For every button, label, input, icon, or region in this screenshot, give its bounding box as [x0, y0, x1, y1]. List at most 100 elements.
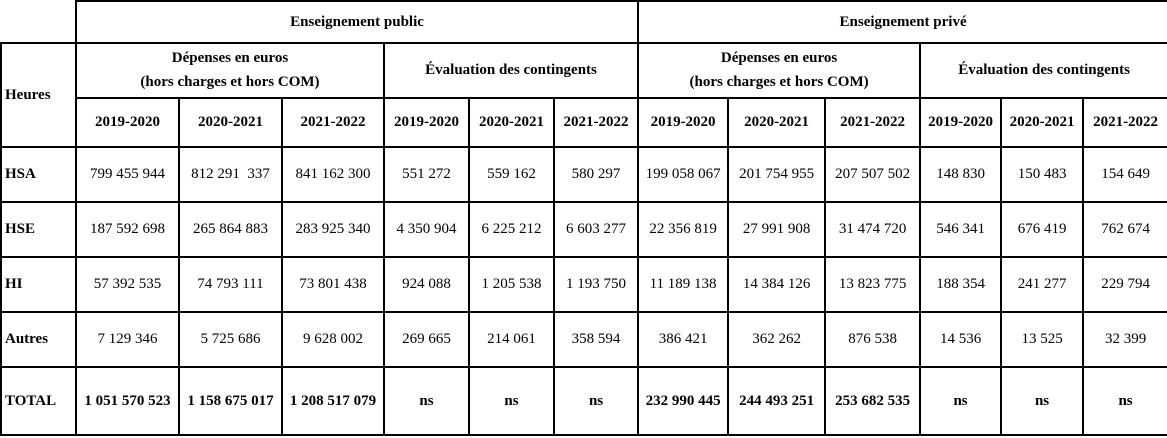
sub-header-depenses-prive: Dépenses en euros (hors charges et hors … [637, 42, 922, 99]
data-cell: 546 341 [919, 201, 1003, 258]
data-cell: 27 991 908 [727, 201, 827, 258]
data-cell: 580 297 [552, 146, 640, 203]
data-cell: 199 058 067 [637, 146, 730, 203]
year-header: 2020-2021 [1000, 97, 1085, 148]
depenses-line2: (hors charges et hors COM) [140, 73, 320, 90]
table-row: HI 57 392 535 74 793 111 73 801 438 924 088 1… [0, 256, 1167, 313]
data-cell: 14 536 [919, 311, 1003, 368]
data-cell: 269 665 [383, 311, 470, 368]
data-cell: 229 794 [1082, 256, 1167, 313]
data-cell: 11 189 138 [637, 256, 730, 313]
year-header: 2019-2020 [383, 97, 470, 148]
table-row: HSE 187 592 698 265 864 883 283 925 340 4 35… [0, 201, 1167, 258]
data-cell: 214 061 [468, 311, 555, 368]
data-cell: 841 162 300 [281, 146, 385, 203]
table-row: TOTAL 1 051 570 523 1 158 675 017 1 208 517… [0, 366, 1167, 436]
data-cell: 232 990 445 [637, 366, 730, 436]
year-header: 2020-2021 [178, 97, 283, 148]
depenses-line1: Dépenses en euros [171, 50, 289, 67]
year-header: 2019-2020 [637, 97, 730, 148]
data-cell: ns [468, 366, 555, 436]
data-cell: 253 682 535 [824, 366, 922, 436]
table-body: HSA 799 455 944 812 291 337 841 162 300 551 … [0, 146, 1167, 436]
year-header: 2021-2022 [824, 97, 922, 148]
data-cell: 1 208 517 079 [281, 366, 385, 436]
row-label: Autres [0, 311, 77, 368]
year-header-row: 2019-2020 2020-2021 2021-2022 2019-2020 … [1, 97, 1167, 148]
data-cell: 13 525 [1000, 311, 1085, 368]
year-header: 2020-2021 [468, 97, 555, 148]
data-cell: 57 392 535 [75, 256, 180, 313]
data-cell: 762 674 [1082, 201, 1167, 258]
data-cell: ns [919, 366, 1003, 436]
data-cell: 358 594 [552, 311, 640, 368]
corner-spacer [1, 1, 76, 43]
data-cell: 1 193 750 [552, 256, 640, 313]
data-cell: 559 162 [468, 146, 555, 203]
data-cell: 265 864 883 [178, 201, 283, 258]
sub-header-evaluation-public: Évaluation des contingents [382, 42, 640, 99]
data-cell: 13 823 775 [824, 256, 922, 313]
data-cell: 1 051 570 523 [75, 366, 180, 436]
data-cell: 244 493 251 [727, 366, 827, 436]
data-cell: ns [1082, 366, 1167, 436]
data-cell: 551 272 [383, 146, 470, 203]
table-row: HSA 799 455 944 812 291 337 841 162 300 551 … [0, 146, 1167, 203]
data-cell: 148 830 [919, 146, 1003, 203]
depenses-line2: (hors charges et hors COM) [689, 73, 869, 90]
data-cell: 812 291 337 [178, 146, 283, 203]
data-cell: 5 725 686 [178, 311, 283, 368]
data-cell: 9 628 002 [281, 311, 385, 368]
data-cell: 362 262 [727, 311, 827, 368]
data-cell: 201 754 955 [727, 146, 827, 203]
data-cell: 188 354 [919, 256, 1003, 313]
data-cell: 14 384 126 [727, 256, 827, 313]
year-header: 2019-2020 [919, 97, 1003, 148]
data-cell: 74 793 111 [178, 256, 283, 313]
data-cell: ns [1000, 366, 1085, 436]
data-cell: 924 088 [383, 256, 470, 313]
data-cell: ns [383, 366, 470, 436]
sub-header-evaluation-prive: Évaluation des contingents [919, 42, 1167, 99]
data-cell: ns [552, 366, 640, 436]
data-cell: 31 474 720 [824, 201, 922, 258]
year-header: 2021-2022 [1082, 97, 1167, 148]
year-header: 2021-2022 [552, 97, 640, 148]
data-cell: 676 419 [1000, 201, 1085, 258]
sub-header-row: Heures Dépenses en euros (hors charges e… [0, 42, 1167, 148]
data-cell: 187 592 698 [75, 201, 180, 258]
data-cell: 73 801 438 [281, 256, 385, 313]
data-cell: 283 925 340 [281, 201, 385, 258]
row-label: TOTAL [0, 366, 77, 436]
table-row: Autres 7 129 346 5 725 686 9 628 002 269 665… [0, 311, 1167, 368]
data-cell: 386 421 [637, 311, 730, 368]
data-cell: 154 649 [1082, 146, 1167, 203]
data-cell: 799 455 944 [75, 146, 180, 203]
data-cell: 6 225 212 [468, 201, 555, 258]
group-header-public: Enseignement public [74, 0, 640, 44]
data-cell: 4 350 904 [383, 201, 470, 258]
data-cell: 876 538 [824, 311, 922, 368]
row-label: HSE [0, 201, 77, 258]
year-header: 2020-2021 [727, 97, 827, 148]
group-header-prive: Enseignement privé [637, 0, 1167, 44]
row-label: HI [0, 256, 77, 313]
data-cell: 1 158 675 017 [178, 366, 283, 436]
group-header-row: Enseignement public Enseignement privé [1, 0, 1167, 44]
depenses-line1: Dépenses en euros [720, 50, 838, 67]
heures-header: Heures [0, 42, 77, 148]
data-cell: 22 356 819 [637, 201, 730, 258]
row-label: HSA [0, 146, 77, 203]
sub-header-depenses-public: Dépenses en euros (hors charges et hors … [75, 42, 385, 99]
data-cell: 207 507 502 [824, 146, 922, 203]
data-cell: 150 483 [1000, 146, 1085, 203]
data-cell: 6 603 277 [552, 201, 640, 258]
data-cell: 7 129 346 [75, 311, 180, 368]
data-cell: 241 277 [1000, 256, 1085, 313]
year-header: 2021-2022 [281, 97, 385, 148]
data-cell: 1 205 538 [468, 256, 555, 313]
data-cell: 32 399 [1082, 311, 1167, 368]
year-header: 2019-2020 [75, 97, 180, 148]
